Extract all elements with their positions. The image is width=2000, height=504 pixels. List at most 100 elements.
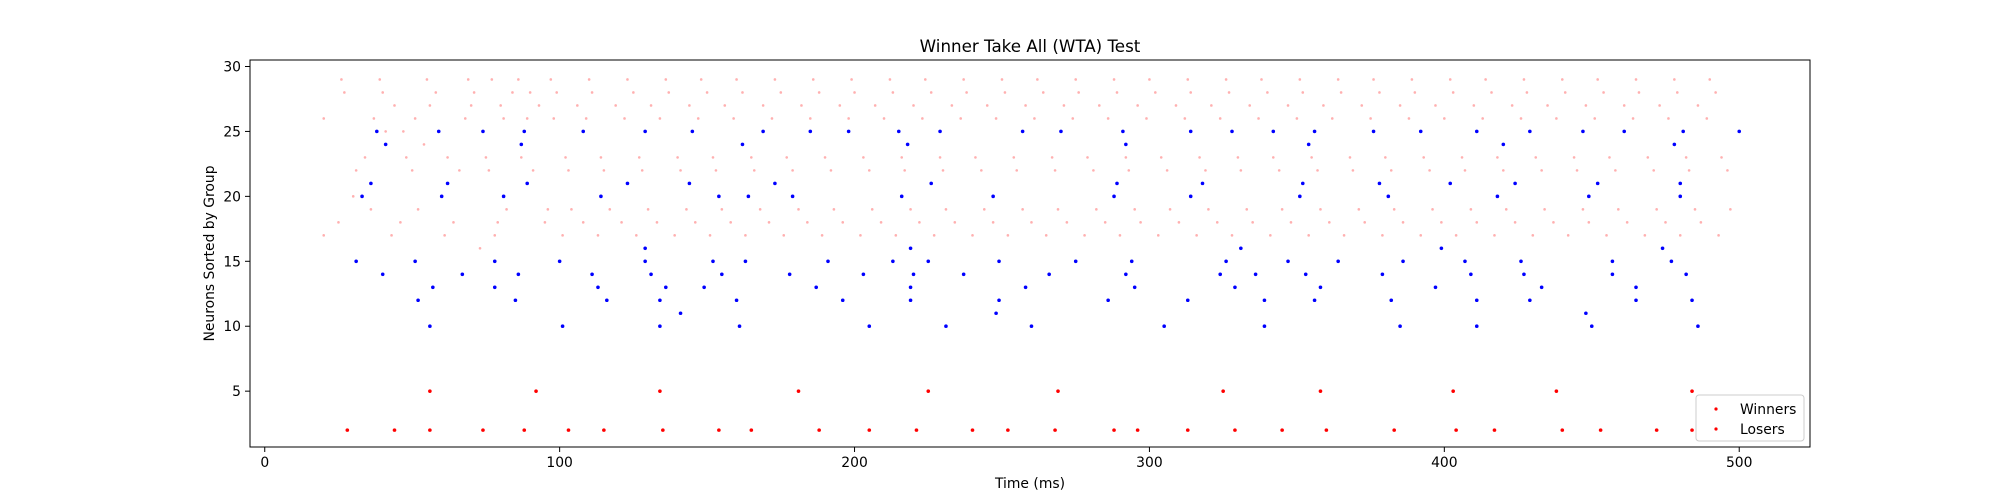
spike-point [534, 389, 538, 393]
spike-point [1448, 181, 1453, 186]
spike-point [1177, 221, 1181, 224]
spike-point [908, 246, 913, 251]
spike-point [1303, 272, 1308, 277]
spike-point [832, 208, 836, 211]
spike-point [472, 91, 476, 94]
spike-point [717, 428, 721, 432]
spike-point [561, 234, 564, 237]
spike-point [1610, 272, 1615, 277]
spike-point [938, 156, 942, 159]
spike-point [1401, 221, 1405, 224]
spike-point [581, 221, 585, 224]
spike-point [991, 221, 995, 224]
spike-point [413, 117, 417, 120]
spike-point [912, 104, 915, 107]
spike-point [1053, 169, 1057, 172]
spike-point [1059, 129, 1063, 134]
spike-point [918, 221, 921, 224]
spike-point [354, 259, 358, 264]
spike-point [1484, 78, 1487, 81]
spike-point [658, 324, 662, 329]
spike-point [1678, 234, 1682, 237]
spike-point [714, 169, 718, 172]
spike-point [1598, 428, 1603, 432]
spike-point [1443, 117, 1446, 120]
spike-point [676, 156, 679, 159]
spike-point [1036, 78, 1039, 81]
spike-point [734, 298, 739, 303]
spike-point [1451, 389, 1455, 393]
spike-point [1474, 324, 1479, 329]
spike-point [1587, 221, 1591, 224]
legend: Winners Losers [1695, 394, 1805, 442]
spike-point [1253, 272, 1258, 277]
spike-point [1145, 117, 1148, 120]
spike-point [758, 208, 762, 211]
spike-point [888, 78, 892, 81]
spike-point [1610, 259, 1615, 264]
spike-point [690, 129, 695, 134]
spike-point [1675, 91, 1679, 94]
spike-point [1239, 246, 1243, 251]
spike-point [1012, 156, 1016, 159]
spike-point [770, 117, 774, 120]
spike-point [516, 272, 521, 277]
x-tick-label: 200 [841, 455, 868, 471]
spike-point [322, 234, 326, 237]
spike-point [1625, 221, 1629, 224]
spike-point [1469, 208, 1473, 211]
spike-point [363, 156, 367, 159]
spike-point [1095, 208, 1098, 211]
spike-point [643, 246, 647, 251]
spike-point [1165, 169, 1169, 172]
spike-point [1168, 208, 1172, 211]
spike-point [1622, 104, 1626, 107]
spike-point [1251, 221, 1254, 224]
spike-point [1298, 78, 1302, 81]
spike-point [1433, 285, 1438, 290]
spike-point [1454, 234, 1458, 237]
spike-point [965, 91, 968, 94]
spike-point [1510, 104, 1514, 107]
spike-point [658, 298, 662, 303]
spike-point [1198, 156, 1201, 159]
spike-point [1475, 221, 1479, 224]
spike-point [557, 259, 562, 264]
spike-point [761, 129, 765, 134]
spike-point [908, 298, 913, 303]
spike-point [428, 104, 432, 107]
spike-point [590, 272, 594, 277]
spike-point [393, 104, 396, 107]
spike-point [941, 169, 945, 172]
spike-point [1377, 181, 1382, 186]
spike-point [1006, 234, 1010, 237]
spike-point [829, 169, 833, 172]
spike-point [413, 259, 417, 264]
spike-point [322, 117, 326, 120]
spike-point [1236, 156, 1240, 159]
spike-point [375, 129, 379, 134]
spike-point [643, 129, 647, 134]
spike-point [1643, 234, 1647, 237]
spike-point [1696, 104, 1700, 107]
spike-point [1348, 156, 1352, 159]
spike-point [1156, 234, 1160, 237]
spike-point [564, 156, 567, 159]
spike-point [1115, 181, 1119, 186]
spike-point [590, 91, 594, 94]
spike-point [425, 78, 429, 81]
spike-point [520, 156, 523, 159]
spike-point [1392, 208, 1396, 211]
spike-point [1492, 428, 1497, 432]
spike-point [640, 169, 644, 172]
spike-point [921, 117, 924, 120]
spike-point [1608, 156, 1611, 159]
y-axis-label: Neurons Sorted by Group [202, 165, 218, 341]
spike-point [1634, 78, 1638, 81]
spike-point [720, 272, 724, 277]
legend-box [1695, 394, 1805, 442]
spike-point [1584, 311, 1588, 316]
spike-point [994, 311, 998, 316]
spike-point [1652, 169, 1656, 172]
